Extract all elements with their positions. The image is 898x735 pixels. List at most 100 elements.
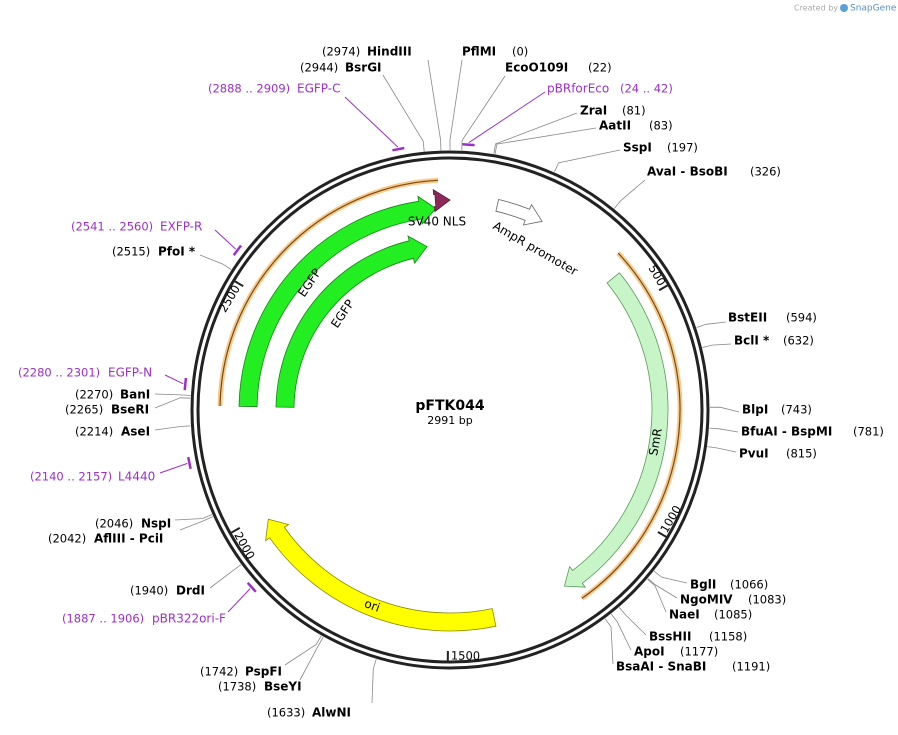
- site-position: (594): [786, 311, 817, 325]
- site-position: (1940): [130, 584, 168, 598]
- site-leader: [619, 607, 646, 635]
- site-leader: [495, 128, 596, 154]
- site-position: (781): [853, 425, 884, 439]
- site-leader: [648, 579, 677, 599]
- site-name: BfuAI - BspMI: [741, 425, 832, 439]
- coordinate-label: 1500: [451, 649, 480, 663]
- site-leader: [710, 407, 739, 412]
- site-name: AlwNI: [312, 706, 351, 720]
- site-leader: [428, 60, 441, 150]
- primer-mark: [392, 148, 404, 150]
- site-position: (1633): [267, 706, 305, 720]
- site-name: AatII: [599, 119, 631, 133]
- site-position: (743): [781, 403, 812, 417]
- site-name: PspFI: [245, 665, 282, 679]
- site-leader: [155, 426, 191, 430]
- primer-name: pBRforEco: [547, 82, 609, 96]
- feature-label: SV40 NLS: [408, 215, 466, 229]
- primer-name: EXFP-R: [160, 220, 202, 234]
- site-name: AvaI - BsoBI: [647, 165, 728, 179]
- site-position: (83): [649, 119, 673, 133]
- site-name: BsrGI: [345, 61, 382, 75]
- credit: Created by: [794, 4, 838, 13]
- primer-name: EGFP-N: [108, 366, 152, 380]
- site-name: ZraI: [580, 104, 607, 118]
- site-name: SspI: [623, 141, 652, 155]
- primer-leader: [345, 97, 398, 147]
- site-position: (1158): [709, 630, 747, 644]
- site-name: PflMI: [462, 45, 496, 59]
- site-name: BssHII: [649, 630, 691, 644]
- site-name: BglI: [690, 578, 716, 592]
- primer-range: (1887 .. 1906): [62, 612, 144, 626]
- site-position: (2042): [48, 532, 86, 546]
- site-position: (815): [786, 447, 817, 461]
- logo: [840, 4, 848, 12]
- site-position: (2515): [112, 245, 150, 259]
- primer-mark: [463, 144, 475, 145]
- primer-mark: [234, 246, 241, 256]
- site-position: (1742): [200, 665, 238, 679]
- site-leader: [555, 150, 621, 172]
- site-leader: [450, 60, 462, 150]
- site-name: NspI: [141, 517, 171, 531]
- primer-leader: [215, 230, 236, 249]
- site-position: (2265): [65, 403, 103, 417]
- primer-range: (2140 .. 2157): [30, 470, 112, 484]
- site-position: (22): [588, 61, 612, 75]
- site-name: BanI: [120, 388, 150, 402]
- site-leader: [702, 344, 731, 348]
- site-name: BsaAI - SnaBI: [616, 660, 706, 674]
- site-leader: [605, 619, 613, 664]
- primer-leader: [160, 463, 187, 473]
- site-leader: [200, 255, 231, 270]
- site-position: (1191): [732, 660, 770, 674]
- primer-name: EGFP-C: [297, 82, 340, 96]
- site-position: (2270): [75, 388, 113, 402]
- site-name: BclI *: [734, 334, 770, 348]
- site-leader: [697, 322, 726, 328]
- site-name: BseYI: [264, 680, 302, 694]
- site-position: (2974): [322, 45, 360, 59]
- primer-mark: [185, 378, 186, 390]
- site-leader: [647, 579, 666, 612]
- site-position: (0): [512, 45, 528, 59]
- site-position: (1177): [680, 645, 718, 659]
- feature-arrow: [433, 190, 450, 212]
- primer-name: L4440: [118, 470, 155, 484]
- site-leader: [210, 565, 241, 588]
- site-leader: [300, 637, 323, 680]
- site-name: NgoMIV: [680, 593, 733, 607]
- site-position: (1085): [714, 608, 752, 622]
- coordinate-label: 2500: [216, 282, 243, 314]
- site-name: BstEII: [728, 311, 767, 325]
- site-leader: [155, 394, 190, 396]
- site-leader: [155, 398, 190, 408]
- feature-arrow: [276, 236, 427, 407]
- site-position: (326): [750, 165, 781, 179]
- site-position: (2944): [300, 61, 338, 75]
- site-position: (2046): [95, 517, 133, 531]
- coordinate-tick: [659, 285, 668, 290]
- site-leader: [707, 447, 736, 452]
- brand: SnapGene: [850, 4, 897, 14]
- site-leader: [709, 428, 738, 432]
- site-leader: [654, 571, 687, 583]
- site-name: AseI: [121, 425, 150, 439]
- site-name: AflIII - PciI: [94, 532, 163, 546]
- site-leader: [372, 659, 376, 703]
- feature-label: AmpR promoter: [490, 219, 580, 279]
- primer-mark: [188, 457, 190, 469]
- site-position: (1083): [748, 593, 786, 607]
- site-name: EcoO109I: [505, 61, 568, 75]
- primer-leader: [469, 92, 545, 143]
- site-leader: [611, 614, 631, 650]
- site-position: (81): [622, 104, 646, 118]
- plasmid-name: pFTK044: [415, 398, 484, 414]
- primer-range: (24 .. 42): [620, 82, 673, 96]
- primer-name: pBR322ori-F: [152, 612, 226, 626]
- coordinate-label: 1000: [657, 503, 684, 535]
- site-name: BlpI: [742, 403, 768, 417]
- plasmid-size: 2991 bp: [427, 414, 472, 427]
